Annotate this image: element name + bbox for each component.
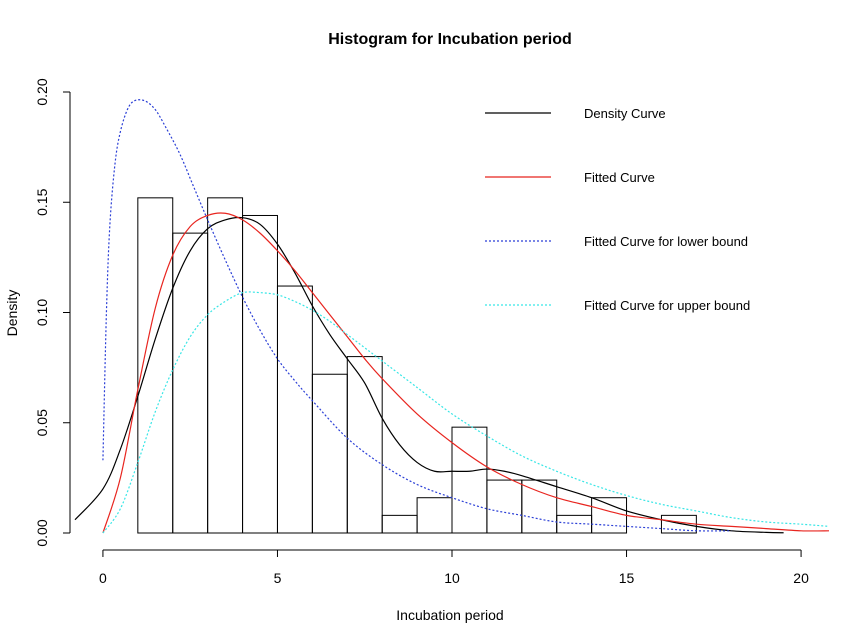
histogram-bar-12 [556, 514, 593, 534]
histogram-bar-9 [451, 426, 488, 534]
y-tick-label: 0.10 [34, 299, 50, 326]
x-tick-label: 10 [444, 570, 460, 586]
x-tick-label: 20 [793, 570, 809, 586]
curve-series-2 [102, 99, 732, 532]
x-tick-label: 0 [99, 570, 107, 586]
histogram-bar-2 [207, 197, 244, 534]
x-axis-label: Incubation period [396, 607, 503, 623]
histogram-bar-10 [486, 479, 523, 534]
histogram-bar-11 [521, 479, 558, 534]
curve-series-3 [102, 291, 830, 534]
histogram-bar-13 [591, 497, 628, 534]
legend-label-2: Fitted Curve for lower bound [584, 234, 748, 249]
histogram-bars [137, 197, 697, 534]
y-tick-label: 0.00 [34, 519, 50, 546]
histogram-bar-7 [381, 514, 418, 534]
histogram-bar-6 [346, 356, 383, 534]
axes: 0 5 10 15 20 0.00 0.05 0.10 0.15 0.20 [34, 78, 809, 586]
y-tick-label: 0.15 [34, 188, 50, 215]
x-tick-label: 15 [619, 570, 635, 586]
histogram-bar-8 [416, 497, 453, 534]
legend-label-0: Density Curve [584, 106, 666, 121]
histogram-bar-3 [242, 214, 278, 534]
y-tick-label: 0.20 [34, 78, 50, 105]
chart-title: Histogram for Incubation period [328, 31, 572, 48]
y-tick-label: 0.05 [34, 409, 50, 436]
histogram-bar-1 [172, 232, 209, 534]
curve-series-0 [74, 216, 784, 534]
legend-label-1: Fitted Curve [584, 170, 655, 185]
legend-label-3: Fitted Curve for upper bound [584, 298, 750, 313]
histogram-bar-5 [311, 373, 348, 534]
legend: Density Curve Fitted Curve Fitted Curve fo… [485, 106, 750, 313]
curve-series-1 [102, 212, 830, 534]
histogram-bar-4 [276, 285, 313, 534]
curves [74, 99, 830, 534]
y-axis-label: Density [4, 290, 20, 337]
x-tick-label: 5 [274, 570, 282, 586]
